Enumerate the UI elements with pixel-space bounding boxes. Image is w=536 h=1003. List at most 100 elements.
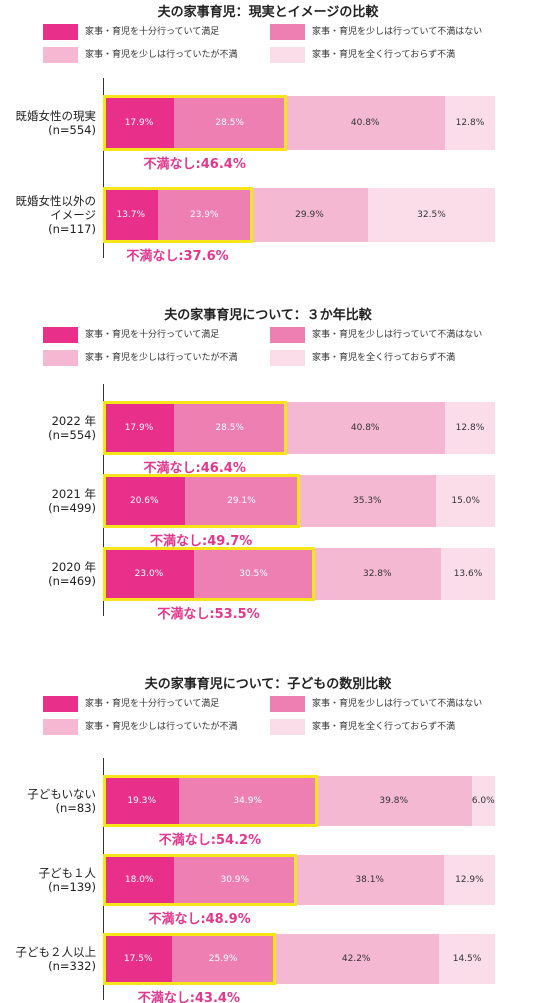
category-label: 子ども２人以上 (n=332) bbox=[0, 934, 97, 984]
value-label: 38.1% bbox=[355, 875, 384, 885]
bar-segment: 20.6% bbox=[104, 475, 185, 527]
annotation: 不満なし:53.5% bbox=[157, 607, 260, 622]
value-label: 23.0% bbox=[134, 569, 164, 579]
value-label: 29.9% bbox=[295, 210, 324, 220]
value-label: 29.1% bbox=[227, 496, 256, 506]
highlight-box bbox=[103, 933, 276, 985]
bar-segment: 39.8% bbox=[315, 776, 472, 826]
bar-segment: 17.9% bbox=[104, 96, 174, 150]
annotation: 不満なし:46.4% bbox=[143, 157, 246, 172]
category-label: 子どもいない (n=83) bbox=[0, 776, 96, 826]
highlight-box bbox=[103, 95, 288, 151]
value-label: 32.5% bbox=[417, 210, 446, 220]
chart-title: 夫の家事育児：現実とイメージの比較 bbox=[157, 5, 379, 20]
annotation: 不満なし:43.4% bbox=[137, 991, 240, 1003]
bar-segment: 12.9% bbox=[444, 855, 495, 905]
bar-segment: 17.9% bbox=[104, 402, 174, 454]
value-label: 17.5% bbox=[123, 954, 153, 964]
value-label: 13.6% bbox=[453, 569, 483, 579]
value-label: 28.5% bbox=[215, 118, 244, 128]
bar-segment: 25.9% bbox=[172, 934, 274, 984]
annotation: 不満なし:54.2% bbox=[158, 833, 262, 848]
legend-swatch bbox=[270, 350, 305, 366]
bar-segment: 18.0% bbox=[104, 855, 175, 905]
category-text: 子ども１人 (n=139) bbox=[38, 866, 97, 894]
annotation: 不満なし:48.9% bbox=[148, 912, 251, 927]
category-label: 2022 年 (n=554) bbox=[0, 402, 96, 454]
value-label: 15.0% bbox=[451, 496, 480, 506]
legend-label: 家事・育児を十分行っていて満足 bbox=[85, 27, 220, 37]
annotation: 不満なし:46.4% bbox=[143, 461, 246, 476]
bar-segment: 12.8% bbox=[444, 96, 495, 150]
value-label: 28.5% bbox=[215, 423, 244, 433]
bar-segment: 40.8% bbox=[285, 96, 445, 150]
bar-segment: 23.9% bbox=[157, 188, 251, 242]
value-label: 14.5% bbox=[452, 954, 482, 964]
bar-segment: 12.8% bbox=[444, 402, 495, 454]
value-label: 32.8% bbox=[362, 569, 392, 579]
category-text: 2021 年 (n=499) bbox=[48, 487, 96, 515]
value-label: 42.2% bbox=[341, 954, 371, 964]
bar-segment: 40.8% bbox=[285, 402, 445, 454]
bar-segment: 17.5% bbox=[104, 934, 173, 984]
value-label: 19.3% bbox=[127, 796, 157, 806]
category-label: 2021 年 (n=499) bbox=[0, 475, 96, 527]
bar-segment: 15.0% bbox=[436, 475, 495, 527]
legend-swatch bbox=[43, 47, 78, 63]
bar-segment: 29.9% bbox=[251, 188, 368, 242]
bar-segment: 32.8% bbox=[313, 548, 442, 600]
bar-segment: 23.0% bbox=[104, 548, 194, 600]
legend-swatch bbox=[43, 696, 78, 712]
highlight-box bbox=[103, 401, 288, 455]
highlight-box bbox=[103, 775, 318, 827]
value-label: 6.0% bbox=[471, 796, 495, 806]
legend-label: 家事・育児を少しは行っていて不満はない bbox=[312, 699, 483, 709]
legend-swatch bbox=[43, 719, 78, 735]
value-label: 30.9% bbox=[220, 875, 250, 885]
category-text: 2022 年 (n=554) bbox=[48, 414, 96, 442]
bar-segment: 30.9% bbox=[174, 855, 296, 905]
bar-segment: 38.1% bbox=[295, 855, 445, 905]
highlight-box bbox=[103, 854, 298, 906]
value-label: 13.7% bbox=[116, 210, 146, 220]
legend-swatch bbox=[43, 350, 78, 366]
legend-label: 家事・育児を全く行っておらず不満 bbox=[312, 50, 456, 60]
chart-title: 夫の家事育児について：子どもの数別比較 bbox=[144, 677, 392, 692]
value-label: 25.9% bbox=[208, 954, 238, 964]
value-label: 40.8% bbox=[350, 118, 380, 128]
value-label: 34.9% bbox=[233, 796, 262, 806]
category-label: 既婚女性以外の イメージ (n=117) bbox=[0, 188, 97, 242]
category-label: 既婚女性の現実 (n=554) bbox=[0, 96, 97, 150]
value-label: 35.3% bbox=[353, 496, 382, 506]
value-label: 39.8% bbox=[379, 796, 409, 806]
bar-segment: 28.5% bbox=[173, 402, 286, 454]
bar-segment: 29.1% bbox=[184, 475, 299, 527]
bar-segment: 32.5% bbox=[367, 188, 495, 242]
bar-segment: 14.5% bbox=[438, 934, 496, 984]
legend-label: 家事・育児を全く行っておらず不満 bbox=[312, 722, 456, 732]
highlight-box bbox=[103, 547, 316, 601]
legend-label: 家事・育児を少しは行っていたが不満 bbox=[85, 722, 238, 732]
category-text: 子ども２人以上 (n=332) bbox=[15, 945, 97, 973]
legend-label: 家事・育児を少しは行っていたが不満 bbox=[85, 353, 238, 363]
annotation: 不満なし:49.7% bbox=[150, 534, 253, 549]
category-text: 2020 年 (n=469) bbox=[48, 560, 96, 588]
legend-swatch bbox=[270, 719, 305, 735]
value-label: 12.9% bbox=[455, 875, 484, 885]
legend-label: 家事・育児を少しは行っていて不満はない bbox=[312, 330, 483, 340]
bar-segment: 13.7% bbox=[104, 188, 158, 242]
legend-label: 家事・育児を十分行っていて満足 bbox=[85, 330, 220, 340]
legend-label: 家事・育児を十分行っていて満足 bbox=[85, 699, 220, 709]
bar-segment: 13.6% bbox=[441, 548, 495, 600]
legend-swatch bbox=[270, 696, 305, 712]
highlight-box bbox=[103, 187, 254, 243]
legend-label: 家事・育児を少しは行っていて不満はない bbox=[312, 27, 483, 37]
value-label: 12.8% bbox=[455, 423, 485, 433]
legend-swatch bbox=[43, 327, 78, 343]
legend-swatch bbox=[270, 24, 305, 40]
annotation: 不満なし:37.6% bbox=[126, 249, 229, 264]
legend-label: 家事・育児を全く行っておらず不満 bbox=[312, 353, 456, 363]
value-label: 20.6% bbox=[129, 496, 159, 506]
bar-segment: 30.5% bbox=[193, 548, 314, 600]
